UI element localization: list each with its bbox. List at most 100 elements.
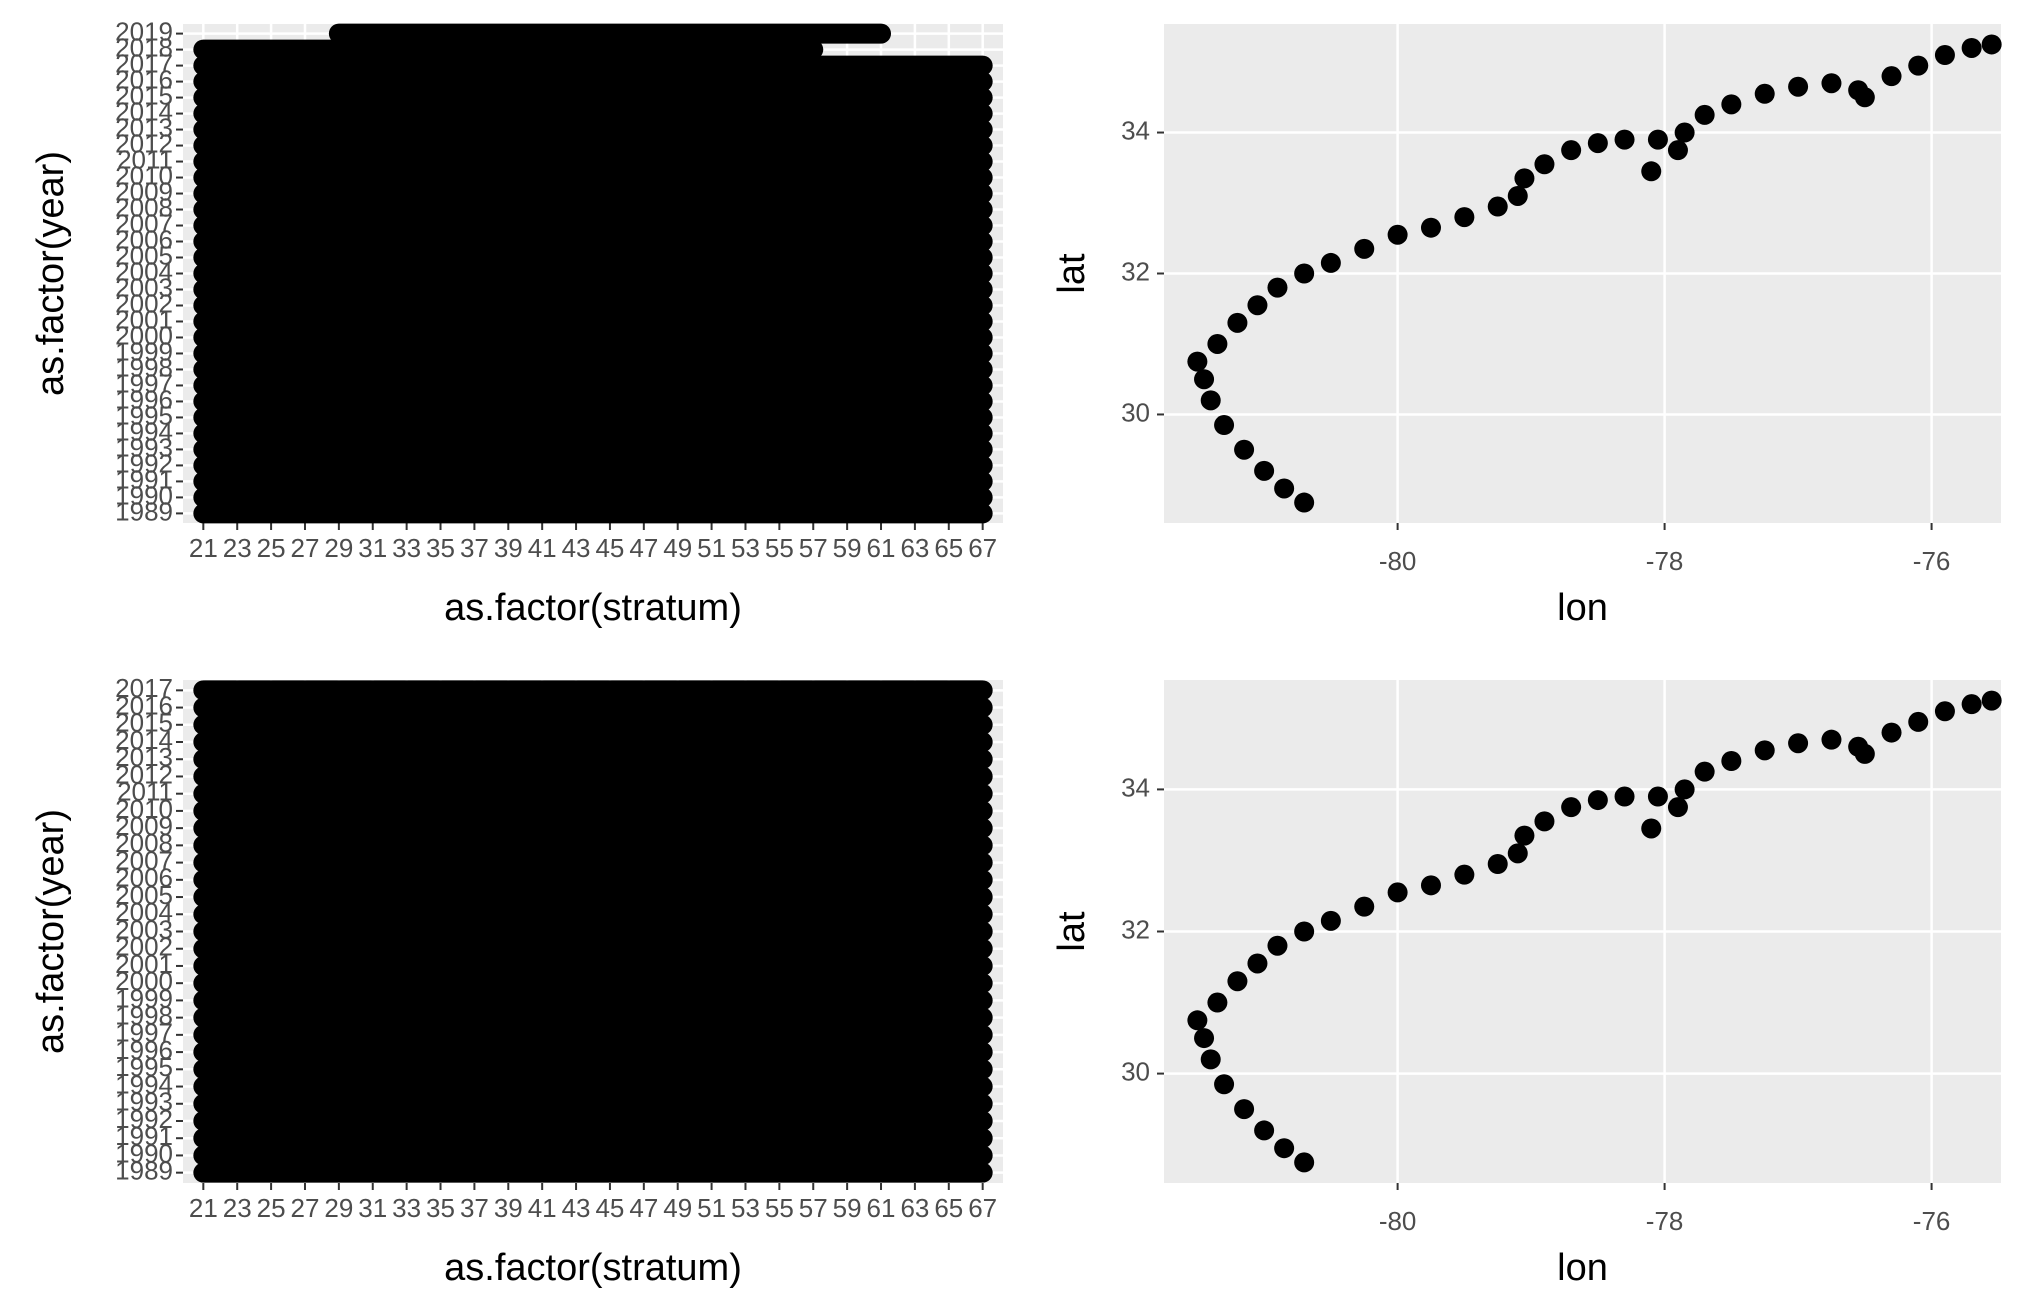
point-row (193, 1162, 993, 1183)
point (1187, 1010, 1208, 1031)
x-tick-label: 37 (460, 1193, 489, 1223)
y-tick-label: 2001 (115, 304, 173, 334)
y-tick-label: 2012 (115, 128, 173, 158)
point-row (193, 766, 993, 787)
point (1561, 140, 1582, 161)
point (1200, 1049, 1221, 1070)
point (1294, 1152, 1315, 1173)
point (1647, 129, 1668, 150)
point (1274, 478, 1295, 499)
point (1354, 896, 1375, 917)
point (1694, 761, 1715, 782)
x-tick-label: 53 (731, 533, 760, 563)
point-row (328, 23, 892, 44)
point-row (193, 1024, 993, 1045)
y-tick-label: 1992 (115, 1104, 173, 1134)
point (1514, 825, 1535, 846)
x-tick-label: 55 (765, 1193, 794, 1223)
x-tick-label: -76 (1913, 1206, 1951, 1236)
x-tick-label: 43 (562, 533, 591, 563)
point (1507, 843, 1528, 864)
x-tick-label: 23 (223, 533, 252, 563)
y-axis-title: as.factor(year) (30, 151, 72, 396)
point-row (193, 151, 993, 172)
point-row (193, 407, 993, 428)
x-tick-label: 25 (257, 1193, 286, 1223)
y-tick-label: 1996 (115, 1035, 173, 1065)
point-row (193, 263, 993, 284)
x-tick-label: 41 (528, 533, 557, 563)
point (1821, 729, 1842, 750)
y-tick-label: 2014 (115, 725, 173, 755)
y-tick-label: 1994 (115, 416, 173, 446)
y-tick-label: 2007 (115, 208, 173, 238)
x-tick-label: 29 (324, 1193, 353, 1223)
point (1614, 129, 1635, 150)
point-row (193, 471, 993, 492)
x-tick-label: 29 (324, 533, 353, 563)
point (1674, 122, 1695, 143)
point-row (193, 1059, 993, 1080)
point-row (193, 215, 993, 236)
point-row (193, 1093, 993, 1114)
point (1721, 750, 1742, 771)
point (1754, 740, 1775, 761)
x-tick-label: 21 (189, 533, 218, 563)
point (1227, 312, 1248, 333)
y-tick-label: 30 (1121, 1056, 1150, 1086)
y-tick-label: 2002 (115, 932, 173, 962)
point-row (193, 455, 993, 476)
y-tick-label: 2008 (115, 828, 173, 858)
point-row (193, 119, 993, 140)
point (1881, 66, 1902, 87)
point-row (193, 279, 993, 300)
point-row (193, 818, 993, 839)
y-tick-label: 2005 (115, 880, 173, 910)
x-tick-label: 45 (595, 533, 624, 563)
y-tick-label: 2004 (115, 256, 173, 286)
y-tick-label: 2019 (115, 16, 173, 46)
x-tick-label: 25 (257, 533, 286, 563)
point-row (193, 1110, 993, 1131)
y-tick-label: 1996 (115, 384, 173, 414)
point-row (193, 183, 993, 204)
y-tick-label: 2003 (115, 914, 173, 944)
point (1788, 733, 1809, 754)
x-tick-label: 23 (223, 1193, 252, 1223)
y-tick-label: 2013 (115, 112, 173, 142)
point-row (193, 231, 993, 252)
point (1247, 953, 1268, 974)
y-tick-label: 1999 (115, 336, 173, 366)
y-tick-label: 2001 (115, 949, 173, 979)
x-tick-label: 47 (629, 1193, 658, 1223)
point (1981, 34, 2002, 55)
point (1667, 797, 1688, 818)
x-tick-label: 55 (765, 533, 794, 563)
point (1934, 45, 1955, 66)
point-row (193, 800, 993, 821)
point-row (193, 375, 993, 396)
point-row (193, 487, 993, 508)
point (1207, 333, 1228, 354)
point (1561, 797, 1582, 818)
x-tick-label: 65 (934, 1193, 963, 1223)
x-tick-label: 59 (833, 1193, 862, 1223)
point-row (193, 732, 993, 753)
y-tick-label: 2016 (115, 64, 173, 94)
y-tick-label: 1998 (115, 352, 173, 382)
point (1454, 864, 1475, 885)
x-tick-label: 51 (697, 1193, 726, 1223)
y-tick-label: 2008 (115, 192, 173, 222)
point (1420, 875, 1441, 896)
x-tick-label: 49 (663, 533, 692, 563)
x-tick-label: 21 (189, 1193, 218, 1223)
point-row (193, 990, 993, 1011)
point-row (193, 1128, 993, 1149)
x-tick-label: 57 (799, 1193, 828, 1223)
y-tick-label: 2017 (115, 48, 173, 78)
y-tick-label: 1993 (115, 1087, 173, 1117)
point (1721, 94, 1742, 115)
y-tick-label: 2002 (115, 288, 173, 318)
x-tick-label: 63 (900, 533, 929, 563)
x-axis-title: as.factor(stratum) (444, 587, 742, 629)
